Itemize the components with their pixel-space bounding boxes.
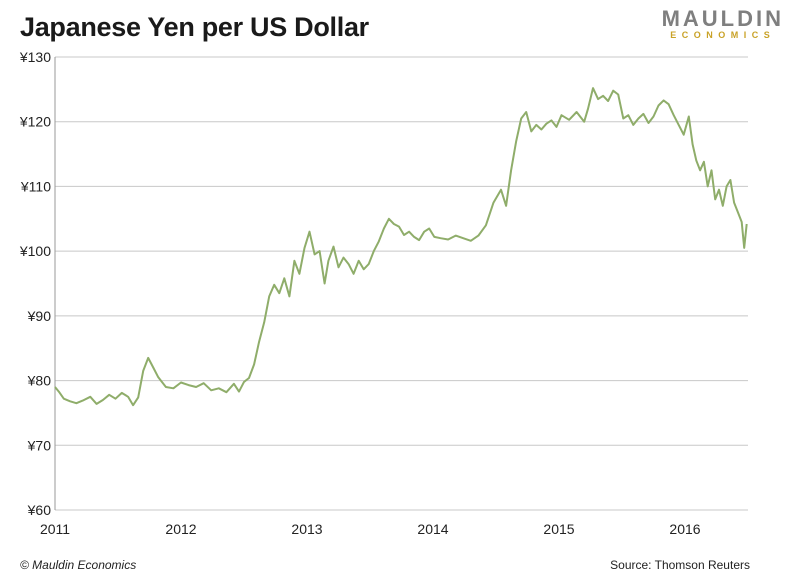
x-tick-label: 2013 xyxy=(291,521,322,537)
x-tick-label: 2012 xyxy=(165,521,196,537)
x-tick-label: 2016 xyxy=(669,521,700,537)
mauldin-economics-logo: MAULDIN ECONOMICS xyxy=(662,8,784,41)
y-tick-label: ¥70 xyxy=(27,437,52,453)
y-tick-label: ¥110 xyxy=(20,178,51,194)
series-group xyxy=(54,87,748,407)
y-tick-label: ¥90 xyxy=(27,308,52,324)
x-axis-ticks: 2011 2012 2013 2014 2015 2016 xyxy=(40,521,701,537)
copyright-text: © Mauldin Economics xyxy=(20,558,137,572)
source-text: Source: Thomson Reuters xyxy=(610,558,750,572)
x-tick-label: 2011 xyxy=(40,521,70,537)
y-tick-label: ¥130 xyxy=(19,49,51,65)
chart-title: Japanese Yen per US Dollar xyxy=(20,12,369,42)
y-tick-label: ¥100 xyxy=(19,243,51,259)
y-tick-label: ¥60 xyxy=(27,502,52,518)
y-tick-label: ¥80 xyxy=(27,373,52,389)
y-axis-ticks: ¥60 ¥70 ¥80 ¥90 ¥100 ¥110 ¥120 ¥130 xyxy=(19,49,51,518)
logo-top-text: MAULDIN xyxy=(661,6,784,31)
x-tick-label: 2014 xyxy=(417,521,448,537)
logo-bottom-text: ECONOMICS xyxy=(670,30,776,40)
x-tick-label: 2015 xyxy=(543,521,574,537)
y-tick-label: ¥120 xyxy=(19,114,51,130)
series-line-usdjpy xyxy=(54,87,748,407)
gridlines xyxy=(54,56,748,511)
